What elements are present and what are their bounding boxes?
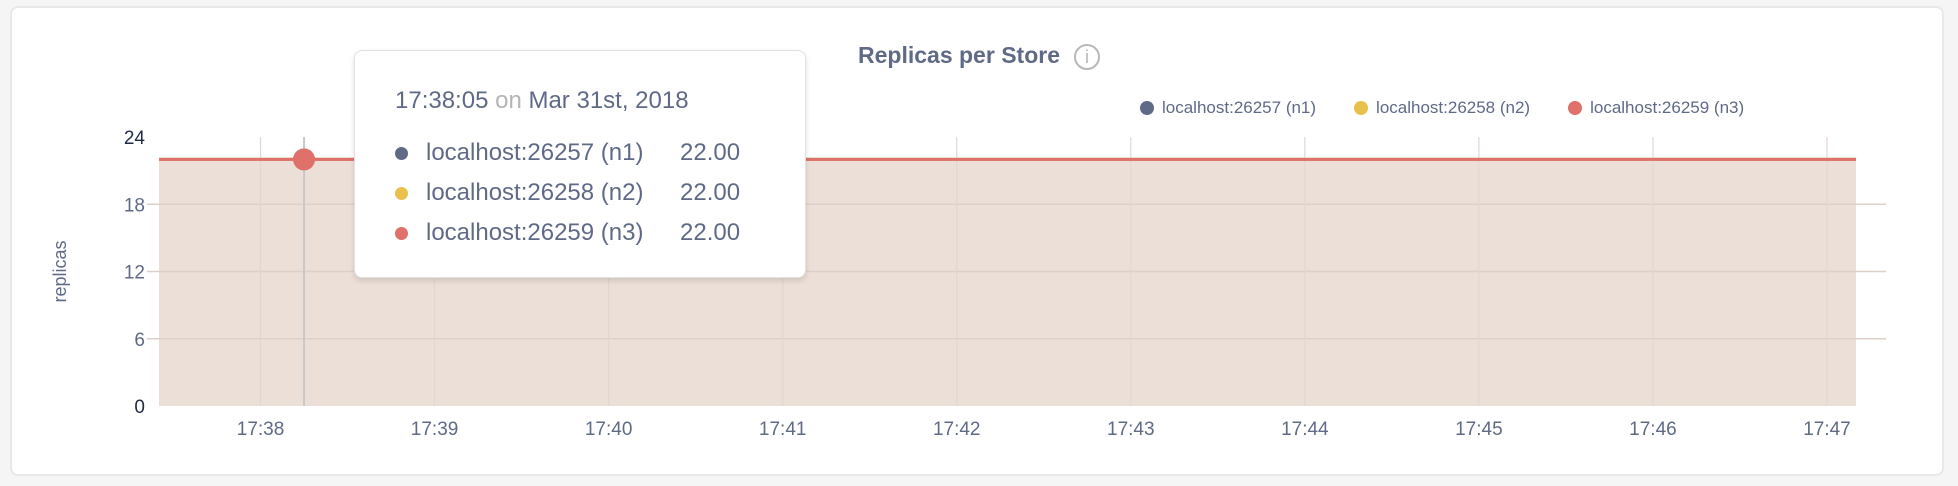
tooltip-series-name: localhost:26257 (n1)	[426, 139, 644, 166]
x-tick-label: 17:47	[1803, 419, 1851, 440]
tooltip-row-n1: localhost:26257 (n1) 22.00	[395, 133, 805, 173]
legend-dot-icon	[1140, 101, 1154, 115]
legend-dot-icon	[1568, 101, 1583, 115]
legend-item-n2[interactable]: localhost:26258 (n2)	[1354, 98, 1530, 118]
info-icon[interactable]: i	[1073, 43, 1100, 70]
x-tick-label: 17:45	[1455, 419, 1503, 440]
x-tick-label: 17:43	[1107, 419, 1155, 440]
x-tick-label: 17:41	[759, 419, 807, 440]
tooltip-date: Mar 31st, 2018	[528, 87, 689, 114]
tooltip-value: 22.00	[680, 219, 741, 246]
legend-label: localhost:26259 (n3)	[1590, 98, 1745, 117]
y-axis-label: replicas	[50, 240, 70, 302]
legend-item-n1[interactable]: localhost:26257 (n1)	[1140, 98, 1316, 118]
tooltip-on: on	[495, 87, 522, 114]
chart-title-row: Replicas per Store i	[0, 42, 1958, 70]
legend-label: localhost:26258 (n2)	[1376, 98, 1531, 117]
tooltip-time: 17:38:05	[395, 87, 489, 114]
chart-title: Replicas per Store	[858, 42, 1060, 68]
hover-marker	[293, 148, 316, 171]
series-dot-icon	[395, 226, 408, 240]
legend: localhost:26257 (n1) localhost:26258 (n2…	[1140, 98, 1744, 118]
y-tick-label: 24	[124, 128, 146, 149]
y-tick-label: 12	[124, 263, 145, 284]
x-tick-label: 17:46	[1629, 419, 1677, 440]
y-tick-label: 0	[134, 397, 145, 418]
x-tick-label: 17:44	[1281, 419, 1329, 440]
tooltip-value: 22.00	[680, 179, 741, 206]
tooltip-series-name: localhost:26259 (n3)	[426, 219, 644, 246]
x-tick-label: 17:39	[411, 419, 459, 440]
legend-item-n3[interactable]: localhost:26259 (n3)	[1568, 98, 1744, 118]
series-dot-icon	[395, 186, 408, 200]
tooltip-value: 22.00	[680, 139, 741, 166]
legend-label: localhost:26257 (n1)	[1162, 98, 1317, 117]
x-tick-label: 17:38	[237, 419, 285, 440]
tooltip: 17:38:05 on Mar 31st, 2018 localhost:262…	[354, 50, 806, 278]
tooltip-row-n3: localhost:26259 (n3) 22.00	[395, 213, 805, 253]
tooltip-header: 17:38:05 on Mar 31st, 2018	[395, 87, 805, 115]
y-tick-label: 6	[134, 330, 145, 351]
legend-dot-icon	[1354, 101, 1369, 115]
x-tick-label: 17:42	[933, 419, 981, 440]
y-tick-label: 18	[124, 195, 145, 216]
series-dot-icon	[395, 146, 408, 160]
tooltip-series-name: localhost:26258 (n2)	[426, 179, 644, 206]
x-tick-label: 17:40	[585, 419, 633, 440]
tooltip-row-n2: localhost:26258 (n2) 22.00	[395, 173, 805, 213]
